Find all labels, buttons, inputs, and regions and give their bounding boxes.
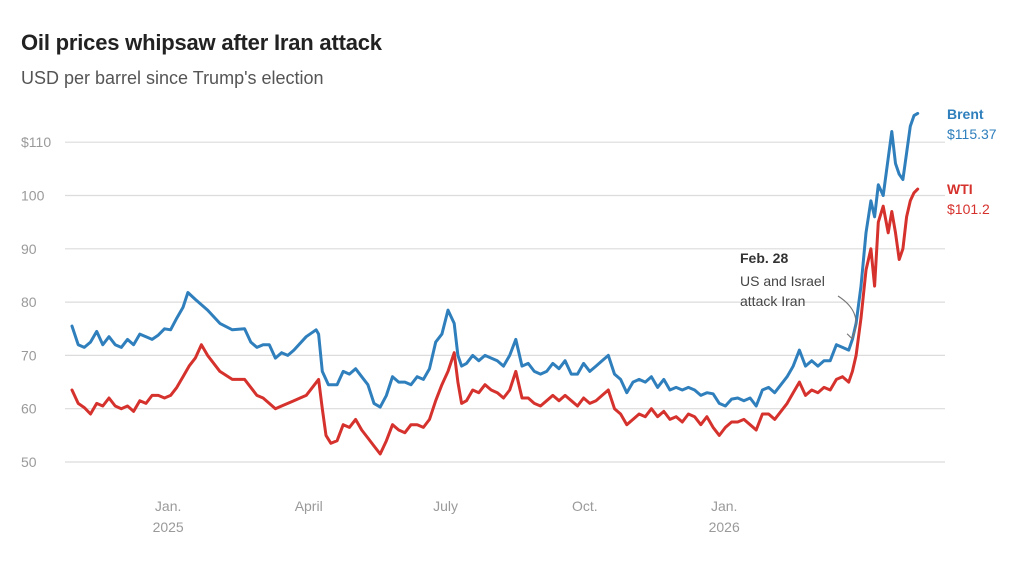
chart-title: Oil prices whipsaw after Iran attack (21, 30, 382, 55)
brent-legend-value: $115.37 (947, 126, 997, 142)
x-tick-year-label: 2026 (709, 519, 740, 535)
x-tick-label: Oct. (572, 498, 598, 514)
y-tick-label: 50 (21, 454, 37, 470)
annotation-date: Feb. 28 (740, 250, 788, 266)
wti-legend-name: WTI (947, 181, 973, 197)
x-tick-label: July (433, 498, 458, 514)
y-axis-ticks: $110 100 90 80 70 60 50 (21, 134, 51, 470)
wti-legend-value: $101.2 (947, 201, 990, 217)
y-tick-label: 80 (21, 294, 37, 310)
x-tick-label: April (295, 498, 323, 514)
x-tick-label: Jan. (711, 498, 737, 514)
y-tick-label: $110 (21, 134, 51, 150)
x-tick-year-label: 2025 (153, 519, 184, 535)
x-tick-label: Jan. (155, 498, 181, 514)
annotation-arrowhead (846, 331, 855, 340)
y-tick-label: 100 (21, 188, 45, 204)
chart-subtitle: USD per barrel since Trump's election (21, 68, 324, 88)
annotation-text: US and Israel (740, 273, 825, 289)
series-lines (70, 111, 920, 456)
y-tick-label: 90 (21, 241, 37, 257)
y-tick-label: 60 (21, 401, 37, 417)
y-tick-label: 70 (21, 347, 37, 363)
brent-legend-name: Brent (947, 106, 984, 122)
series-legend: Brent $115.37 WTI $101.2 (947, 106, 997, 217)
x-axis-ticks: Jan. 2025 April July Oct. Jan. 2026 (153, 498, 740, 535)
gridlines (65, 141, 945, 463)
brent-line (70, 111, 920, 409)
annotation-text: attack Iran (740, 293, 805, 309)
wti-line (70, 187, 920, 456)
event-annotation: Feb. 28 US and Israel attack Iran (740, 250, 857, 340)
